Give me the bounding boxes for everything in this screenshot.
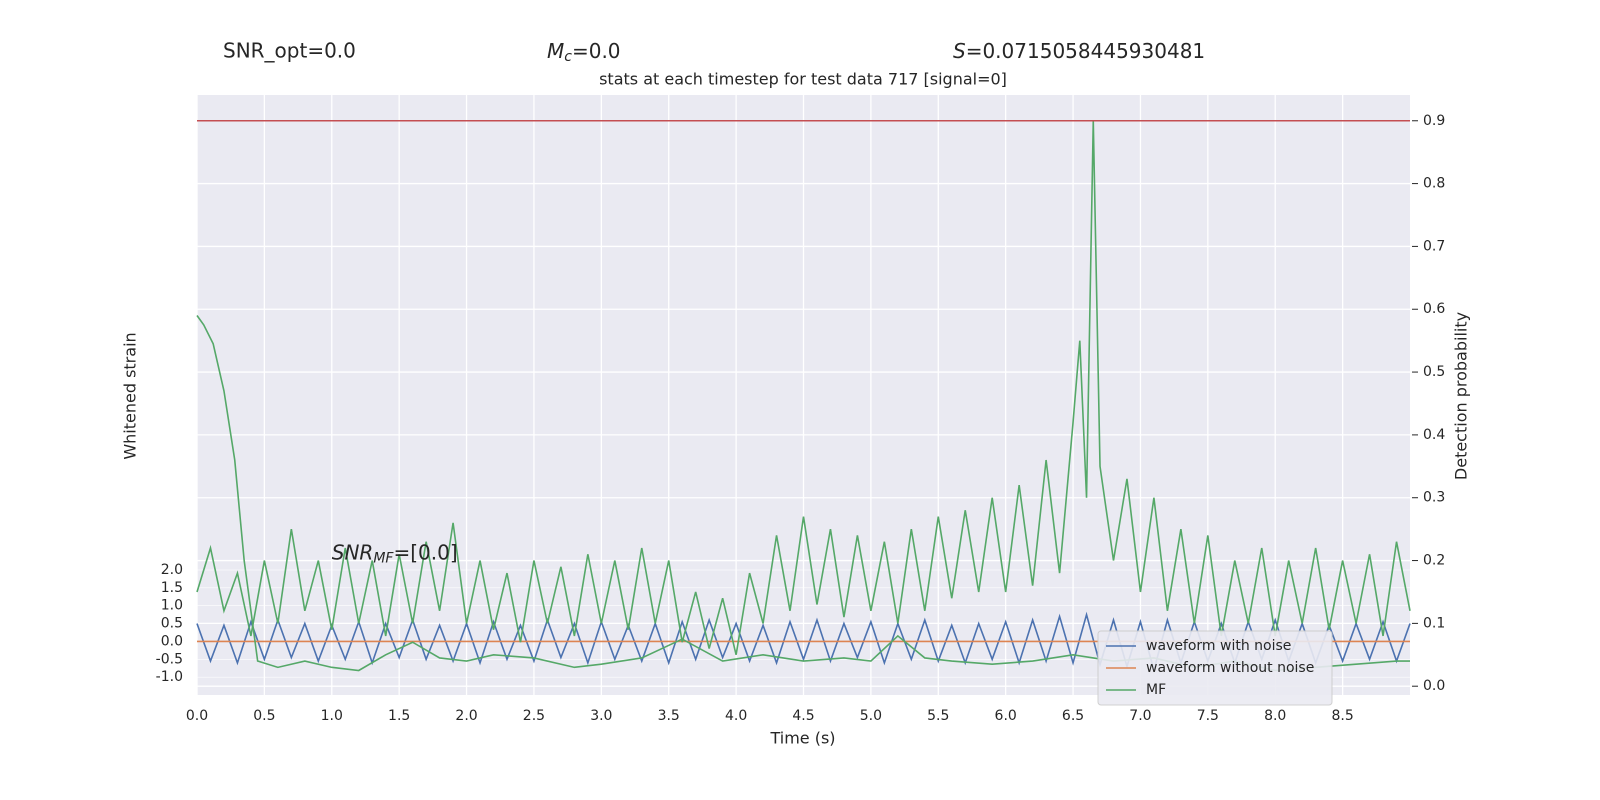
legend-label: waveform with noise [1146,638,1291,654]
y2-tick-label: 0.4 [1423,427,1445,443]
subscript: c [564,49,572,65]
x-tick-label: 4.0 [725,708,747,724]
value: =0.0 [572,39,621,63]
symbol: SNR [332,540,374,564]
x-tick-label: 2.5 [523,708,545,724]
subscript: MF [373,551,394,567]
x-tick-label: 7.5 [1197,708,1219,724]
x-tick-label: 8.0 [1264,708,1286,724]
x-tick-label: 0.5 [253,708,275,724]
x-tick-label: 6.5 [1062,708,1084,724]
plot: 0.0 0.5 1.0 1.5 2.0 2.5 3.0 3.5 4.0 4.5 5.0 5.5 6.0 6… [156,95,1445,724]
legend-label: MF [1146,682,1166,698]
x-tick-label: 0.0 [186,708,208,724]
y-tick-label: 0.5 [161,616,183,632]
y-tick-label: 2.0 [161,562,183,578]
snr-opt: SNR_opt=0.0 [223,39,356,63]
y2-tick-label: 0.5 [1423,364,1445,380]
legend-label: waveform without noise [1146,660,1314,676]
y-tick-label: -1.0 [156,669,183,685]
legend [1097,630,1333,706]
chart-title: stats at each timestep for test data 717… [599,70,1007,89]
x-tick-label: 7.0 [1129,708,1151,724]
y2-tick-label: 0.3 [1423,490,1445,506]
x-tick-label: 5.0 [860,708,882,724]
series-line [196,120,1411,655]
y-tick-label: 1.0 [161,598,183,614]
y2-tick-label: 0.1 [1423,615,1445,631]
x-tick-label: 3.0 [590,708,612,724]
y2-axis-label: Detection probability [1452,312,1471,480]
x-tick-label: 3.5 [658,708,680,724]
y-tick-label: 1.5 [161,580,183,596]
y2-tick-label: 0.9 [1423,113,1445,129]
value: =[0.0] [393,540,457,564]
x-tick-label: 8.5 [1331,708,1353,724]
y-tick-label: -0.5 [156,651,183,667]
y-tick-label: 0.0 [161,633,183,649]
y2-tick-label: 0.7 [1423,238,1445,254]
x-axis-label: Time (s) [769,729,835,748]
x-tick-label: 2.0 [455,708,477,724]
symbol: S [953,39,966,63]
symbol: M [547,39,564,63]
annotation: SNRMF=[0.0] [332,540,458,567]
x-tick-label: 1.5 [388,708,410,724]
chirp-mass: Mc=0.0 [547,39,621,66]
y-axis-label: Whitened strain [121,332,140,459]
x-tick-label: 4.5 [792,708,814,724]
y2-tick-label: 0.8 [1423,176,1445,192]
x-tick-label: 6.0 [995,708,1017,724]
score: S=0.0715058445930481 [953,39,1205,63]
y2-tick-label: 0.6 [1423,301,1445,317]
y2-tick-label: 0.0 [1423,678,1445,694]
value: =0.0715058445930481 [966,39,1205,63]
x-tick-label: 1.0 [321,708,343,724]
y2-tick-label: 0.2 [1423,553,1445,569]
x-tick-label: 5.5 [927,708,949,724]
